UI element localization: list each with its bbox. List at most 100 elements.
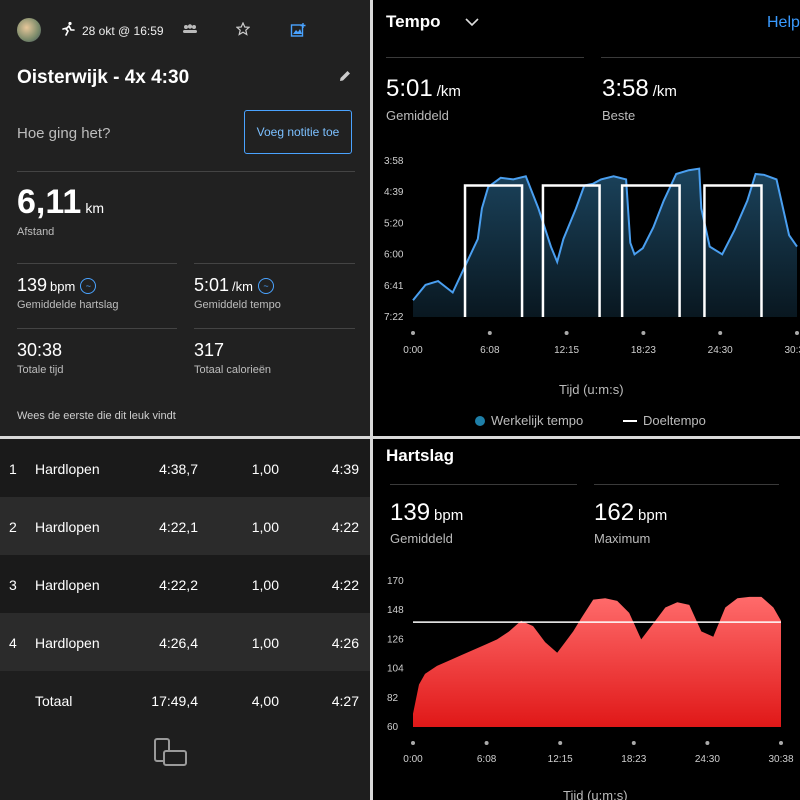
tempo-y-tick-label: 6:41	[384, 281, 404, 292]
avg-hr-label: Gemiddelde hartslag	[17, 299, 119, 311]
total-time-value: 30:38	[17, 340, 63, 360]
hr-x-tick-dot	[631, 741, 636, 745]
tempo-target-interval	[703, 184, 763, 317]
tempo-y-tick-label: 7:22	[384, 312, 404, 323]
laps-table: 1 Hardlopen 4:38,7 1,00 4:39 2 Hardlopen 4:22,1…	[0, 439, 370, 800]
tempo-actual-line	[412, 167, 798, 301]
total-distance: 4,00	[251, 693, 279, 709]
hr-y-tick-label: 60	[387, 722, 399, 733]
rotate-screen-icon[interactable]	[152, 737, 188, 771]
hr-max-value: 162 bpm	[594, 499, 667, 527]
table-total-row: Totaal 17:49,4 4,00 4:27	[0, 671, 370, 729]
distance-unit: km	[85, 200, 104, 216]
lap-pace: 4:22	[331, 577, 359, 593]
total-time: 17:49,4	[151, 693, 198, 709]
hr-x-axis-title: Tijd (u:m:s)	[563, 788, 628, 800]
tempo-x-axis-title: Tijd (u:m:s)	[559, 382, 624, 397]
table-row[interactable]: 4 Hardlopen 4:26,4 1,00 4:26	[0, 613, 370, 671]
tempo-best-label: Beste	[602, 108, 636, 123]
table-row[interactable]: 3 Hardlopen 4:22,2 1,00 4:22	[0, 555, 370, 613]
table-row[interactable]: 1 Hardlopen 4:38,7 1,00 4:39	[0, 439, 370, 497]
tempo-best-value: 3:58/km	[602, 75, 677, 103]
tempo-x-tick-dot	[564, 331, 569, 335]
hr-y-tick-label: 104	[387, 664, 404, 675]
pace-icon: ~	[258, 278, 274, 294]
hr-x-tick-label: 12:15	[548, 754, 573, 765]
tempo-y-tick-label: 3:58	[384, 156, 404, 167]
tempo-x-tick-dot	[795, 331, 799, 335]
legend-target-label: Doeltempo	[643, 413, 706, 428]
likes-text[interactable]: Wees de eerste die dit leuk vindt	[17, 410, 176, 422]
star-icon[interactable]	[235, 21, 251, 39]
tempo-y-tick-label: 5:20	[384, 218, 404, 229]
hr-y-tick-label: 170	[387, 576, 404, 587]
tempo-x-tick-label: 30:38	[784, 345, 800, 356]
divider	[594, 484, 779, 485]
total-time-label: Totale tijd	[17, 364, 64, 376]
divider	[390, 484, 577, 485]
add-note-button[interactable]: Voeg notitie toe	[244, 110, 352, 154]
hr-x-tick-dot	[779, 741, 783, 745]
tempo-avg-unit: /km	[436, 83, 461, 100]
avg-hr-number: 139	[17, 275, 48, 295]
heart-rate-icon: ~	[80, 278, 97, 294]
lap-distance: 1,00	[251, 519, 279, 535]
lap-index: 1	[9, 461, 17, 477]
divider	[194, 328, 355, 329]
tempo-avg-number: 5:01	[386, 75, 433, 102]
tempo-best-unit: /km	[652, 83, 677, 100]
tempo-target-interval	[463, 184, 524, 317]
pencil-icon[interactable]	[338, 69, 352, 88]
tempo-x-tick-dot	[718, 331, 723, 335]
group-icon[interactable]	[182, 22, 198, 38]
tempo-chart: 3:58 4:39 5:20 6:00 6:41 7:22 0:00 6:08 12:15 18:…	[384, 156, 800, 356]
hr-x-tick-label: 30:38	[768, 754, 793, 765]
hr-max-unit: bpm	[638, 507, 668, 524]
heartrate-title: Hartslag	[386, 446, 455, 465]
avg-pace-label: Gemiddeld tempo	[194, 299, 281, 311]
hr-x-tick-dot	[558, 741, 563, 745]
legend-actual: Werkelijk tempo	[475, 413, 583, 428]
distance-label: Afstand	[17, 226, 55, 238]
hr-x-tick-label: 6:08	[477, 754, 497, 765]
hr-max-number: 162	[594, 499, 635, 526]
lap-name: Hardlopen	[35, 519, 100, 535]
hr-x-tick-dot	[411, 741, 415, 745]
lap-distance: 1,00	[251, 577, 279, 593]
add-photo-icon[interactable]	[290, 22, 306, 41]
hr-y-tick-label: 82	[387, 693, 399, 704]
distance-value: 6,11 km	[17, 183, 104, 222]
help-link[interactable]: Help	[767, 14, 800, 31]
heartrate-panel: Hartslag 139 bpm Gemiddeld 162 bpm Maximum…	[373, 439, 800, 800]
lap-time: 4:38,7	[159, 461, 198, 477]
running-icon	[60, 21, 76, 41]
activity-title: Oisterwijk - 4x 4:30	[17, 67, 190, 88]
tempo-x-tick-dot	[411, 331, 415, 335]
divider	[17, 171, 355, 172]
feedback-prompt: Hoe ging het?	[17, 125, 111, 142]
hr-avg-unit: bpm	[434, 507, 464, 524]
hr-x-tick-label: 24:30	[695, 754, 720, 765]
legend-line-icon	[623, 420, 637, 422]
avatar[interactable]	[17, 18, 41, 42]
legend-dot-icon	[475, 416, 485, 426]
calories-value: 317	[194, 340, 225, 360]
lap-distance: 1,00	[251, 461, 279, 477]
lap-pace: 4:39	[331, 461, 359, 477]
heartrate-chart: 60 82 104 126 148 170 0:00 6:08 12:15 18:23 24:30 3…	[387, 576, 794, 765]
chevron-down-icon[interactable]	[465, 14, 479, 30]
hr-y-tick-label: 126	[387, 634, 404, 645]
divider	[386, 57, 584, 58]
lap-name: Hardlopen	[35, 461, 100, 477]
lap-index: 4	[9, 635, 17, 651]
activity-toolbar: 28 okt @ 16:59	[0, 0, 370, 60]
hr-avg-number: 139	[390, 499, 431, 526]
total-name: Totaal	[35, 693, 73, 709]
tempo-x-tick-label: 0:00	[403, 345, 423, 356]
tempo-y-tick-label: 6:00	[384, 250, 404, 261]
tempo-best-number: 3:58	[602, 75, 649, 102]
tempo-x-tick-dot	[487, 331, 492, 335]
table-row[interactable]: 2 Hardlopen 4:22,1 1,00 4:22	[0, 497, 370, 555]
tempo-x-tick-label: 6:08	[480, 345, 500, 356]
tempo-x-tick-label: 18:23	[631, 345, 656, 356]
